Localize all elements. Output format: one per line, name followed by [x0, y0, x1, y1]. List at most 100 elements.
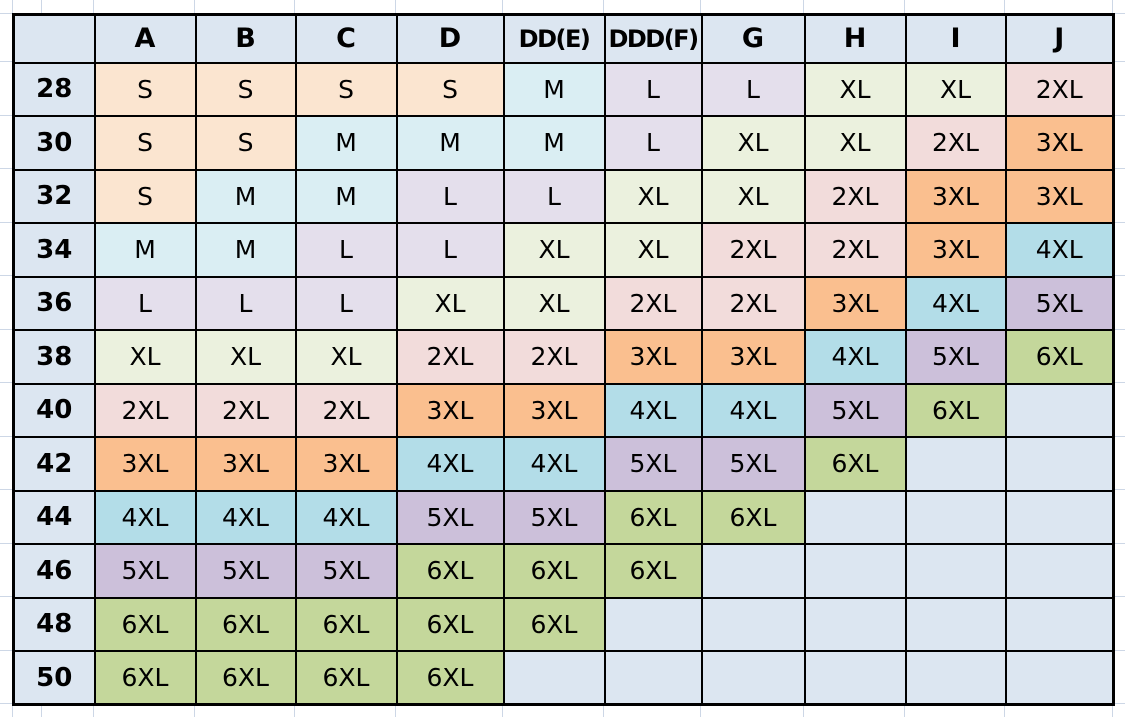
column-header-g[interactable]: G: [700, 13, 806, 64]
cell-50-i-empty[interactable]: [904, 650, 1007, 706]
row-header-32[interactable]: 32: [12, 168, 96, 224]
cell-42-h[interactable]: 6XL: [803, 436, 907, 492]
row-header-34[interactable]: 34: [12, 222, 96, 278]
row-header-28[interactable]: 28: [12, 61, 96, 117]
row-header-46[interactable]: 46: [12, 543, 96, 599]
cell-44-ddd-f[interactable]: 6XL: [603, 489, 703, 545]
row-header-42[interactable]: 42: [12, 436, 96, 492]
cell-30-ddd-f[interactable]: L: [603, 115, 703, 171]
cell-34-h[interactable]: 2XL: [803, 222, 907, 278]
cell-30-b[interactable]: S: [194, 115, 297, 171]
row-header-30[interactable]: 30: [12, 115, 96, 171]
cell-44-d[interactable]: 5XL: [395, 489, 505, 545]
cell-40-b[interactable]: 2XL: [194, 382, 297, 438]
cell-48-i-empty[interactable]: [904, 596, 1007, 652]
cell-32-c[interactable]: M: [294, 168, 398, 224]
cell-42-g[interactable]: 5XL: [700, 436, 806, 492]
cell-40-i[interactable]: 6XL: [904, 382, 1007, 438]
cell-44-g[interactable]: 6XL: [700, 489, 806, 545]
cell-50-dd-e-empty[interactable]: [502, 650, 606, 706]
cell-40-a[interactable]: 2XL: [93, 382, 197, 438]
column-header-ddd-f[interactable]: DDD(F): [603, 13, 703, 64]
cell-48-d[interactable]: 6XL: [395, 596, 505, 652]
cell-34-i[interactable]: 3XL: [904, 222, 1007, 278]
cell-50-b[interactable]: 6XL: [194, 650, 297, 706]
cell-38-ddd-f[interactable]: 3XL: [603, 329, 703, 385]
row-header-48[interactable]: 48: [12, 596, 96, 652]
cell-34-b[interactable]: M: [194, 222, 297, 278]
cell-44-h-empty[interactable]: [803, 489, 907, 545]
cell-32-i[interactable]: 3XL: [904, 168, 1007, 224]
corner-cell[interactable]: [12, 13, 96, 64]
cell-34-j[interactable]: 4XL: [1004, 222, 1115, 278]
row-header-50[interactable]: 50: [12, 650, 96, 706]
cell-46-c[interactable]: 5XL: [294, 543, 398, 599]
cell-30-i[interactable]: 2XL: [904, 115, 1007, 171]
cell-36-j[interactable]: 5XL: [1004, 275, 1115, 331]
cell-42-ddd-f[interactable]: 5XL: [603, 436, 703, 492]
cell-50-h-empty[interactable]: [803, 650, 907, 706]
cell-32-a[interactable]: S: [93, 168, 197, 224]
column-header-h[interactable]: H: [803, 13, 907, 64]
cell-34-dd-e[interactable]: XL: [502, 222, 606, 278]
row-header-44[interactable]: 44: [12, 489, 96, 545]
cell-48-j-empty[interactable]: [1004, 596, 1115, 652]
cell-28-c[interactable]: S: [294, 61, 398, 117]
cell-28-d[interactable]: S: [395, 61, 505, 117]
cell-38-a[interactable]: XL: [93, 329, 197, 385]
cell-46-dd-e[interactable]: 6XL: [502, 543, 606, 599]
cell-28-h[interactable]: XL: [803, 61, 907, 117]
cell-40-d[interactable]: 3XL: [395, 382, 505, 438]
cell-38-h[interactable]: 4XL: [803, 329, 907, 385]
cell-44-i-empty[interactable]: [904, 489, 1007, 545]
cell-46-b[interactable]: 5XL: [194, 543, 297, 599]
cell-36-h[interactable]: 3XL: [803, 275, 907, 331]
cell-28-g[interactable]: L: [700, 61, 806, 117]
cell-38-i[interactable]: 5XL: [904, 329, 1007, 385]
cell-46-j-empty[interactable]: [1004, 543, 1115, 599]
cell-34-ddd-f[interactable]: XL: [603, 222, 703, 278]
cell-38-b[interactable]: XL: [194, 329, 297, 385]
cell-44-dd-e[interactable]: 5XL: [502, 489, 606, 545]
cell-44-b[interactable]: 4XL: [194, 489, 297, 545]
cell-38-g[interactable]: 3XL: [700, 329, 806, 385]
cell-30-dd-e[interactable]: M: [502, 115, 606, 171]
cell-42-dd-e[interactable]: 4XL: [502, 436, 606, 492]
column-header-b[interactable]: B: [194, 13, 297, 64]
row-header-38[interactable]: 38: [12, 329, 96, 385]
cell-28-j[interactable]: 2XL: [1004, 61, 1115, 117]
cell-48-ddd-f-empty[interactable]: [603, 596, 703, 652]
cell-46-i-empty[interactable]: [904, 543, 1007, 599]
cell-38-j[interactable]: 6XL: [1004, 329, 1115, 385]
cell-32-dd-e[interactable]: L: [502, 168, 606, 224]
cell-48-g-empty[interactable]: [700, 596, 806, 652]
cell-48-h-empty[interactable]: [803, 596, 907, 652]
row-header-40[interactable]: 40: [12, 382, 96, 438]
cell-30-j[interactable]: 3XL: [1004, 115, 1115, 171]
cell-44-j-empty[interactable]: [1004, 489, 1115, 545]
cell-40-h[interactable]: 5XL: [803, 382, 907, 438]
column-header-d[interactable]: D: [395, 13, 505, 64]
cell-50-a[interactable]: 6XL: [93, 650, 197, 706]
cell-30-a[interactable]: S: [93, 115, 197, 171]
cell-36-g[interactable]: 2XL: [700, 275, 806, 331]
cell-36-i[interactable]: 4XL: [904, 275, 1007, 331]
cell-32-d[interactable]: L: [395, 168, 505, 224]
cell-28-b[interactable]: S: [194, 61, 297, 117]
cell-34-c[interactable]: L: [294, 222, 398, 278]
cell-50-g-empty[interactable]: [700, 650, 806, 706]
cell-40-dd-e[interactable]: 3XL: [502, 382, 606, 438]
cell-36-c[interactable]: L: [294, 275, 398, 331]
cell-34-g[interactable]: 2XL: [700, 222, 806, 278]
cell-36-d[interactable]: XL: [395, 275, 505, 331]
cell-32-h[interactable]: 2XL: [803, 168, 907, 224]
cell-48-a[interactable]: 6XL: [93, 596, 197, 652]
cell-48-dd-e[interactable]: 6XL: [502, 596, 606, 652]
cell-42-j-empty[interactable]: [1004, 436, 1115, 492]
cell-46-h-empty[interactable]: [803, 543, 907, 599]
cell-42-a[interactable]: 3XL: [93, 436, 197, 492]
cell-50-j-empty[interactable]: [1004, 650, 1115, 706]
cell-44-a[interactable]: 4XL: [93, 489, 197, 545]
cell-32-b[interactable]: M: [194, 168, 297, 224]
cell-46-a[interactable]: 5XL: [93, 543, 197, 599]
